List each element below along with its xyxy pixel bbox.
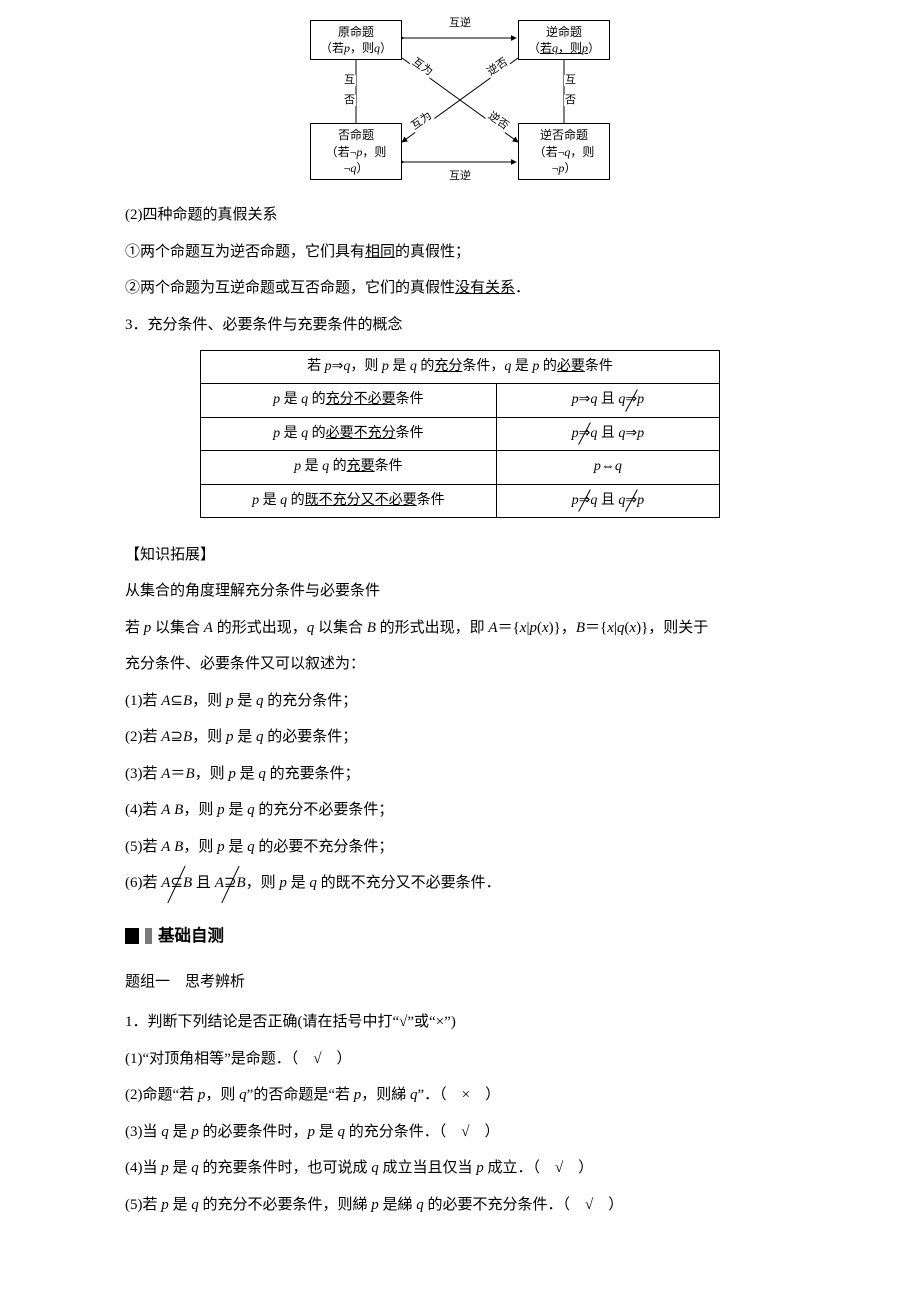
table-cell: p 是 q 的充分不必要条件: [201, 384, 497, 417]
paragraph: ①两个命题互为逆否命题，它们具有相同的真假性；: [125, 235, 795, 270]
list-item: (2)命题“若 p，则 q”的否命题是“若 p，则綈 q”．（ × ）: [125, 1078, 795, 1113]
edge-label: 互逆: [448, 18, 472, 29]
paragraph: (2)四种命题的真假关系: [125, 198, 795, 233]
group-title: 题组一 思考辨析: [125, 965, 795, 1000]
header-bar-icon: [125, 928, 139, 944]
edge-label: 否: [343, 95, 356, 106]
node-converse: 逆命题 （若q，则p）: [518, 20, 610, 60]
table-cell: p⇒q 且 q⇒p: [496, 417, 719, 450]
list-item: (4)若 A B，则 p 是 q 的充分不必要条件；: [125, 793, 795, 828]
table-cell: 若 p⇒q，则 p 是 q 的充分条件，q 是 p 的必要条件: [201, 351, 720, 384]
paragraph: 若 p 以集合 A 的形式出现，q 以集合 B 的形式出现，即 A＝{x|p(x…: [125, 611, 795, 646]
table-cell: p 是 q 的必要不充分条件: [201, 417, 497, 450]
edge-label: 互逆: [448, 171, 472, 182]
list-item: (3)当 q 是 p 的必要条件时，p 是 q 的充分条件．（ √ ）: [125, 1115, 795, 1150]
table-cell: p⇒q 且 q⇒p: [496, 484, 719, 517]
list-item: (5)若 p 是 q 的充分不必要条件，则綈 p 是綈 q 的必要不充分条件．（…: [125, 1188, 795, 1223]
edge-label: 逆否: [485, 56, 511, 79]
edge-label: 互为: [409, 56, 435, 79]
table-cell: p⇒q 且 q⇒p: [496, 384, 719, 417]
list-item: (6)若 A⊆B 且 A⊇B，则 p 是 q 的既不充分又不必要条件．: [125, 866, 795, 901]
header-bar-icon: [145, 928, 152, 944]
edge-label: 互: [564, 75, 577, 86]
list-item: (2)若 A⊇B，则 p 是 q 的必要条件；: [125, 720, 795, 755]
list-item: (4)当 p 是 q 的充要条件时，也可说成 q 成立当且仅当 p 成立．（ √…: [125, 1151, 795, 1186]
table-cell: p 是 q 的充要条件: [201, 451, 497, 484]
list-item: (5)若 A B，则 p 是 q 的必要不充分条件；: [125, 830, 795, 865]
table-cell: p⇔q: [496, 451, 719, 484]
paragraph: 3．充分条件、必要条件与充要条件的概念: [125, 308, 795, 343]
section-header: 基础自测: [125, 917, 795, 955]
table-cell: p 是 q 的既不充分又不必要条件: [201, 484, 497, 517]
node-original: 原命题 （若p，则q）: [310, 20, 402, 60]
list-item: (3)若 A＝B，则 p 是 q 的充要条件；: [125, 757, 795, 792]
question: 1．判断下列结论是否正确(请在括号中打“√”或“×”): [125, 1005, 795, 1040]
heading: 【知识拓展】: [125, 538, 795, 573]
paragraph: 从集合的角度理解充分条件与必要条件: [125, 574, 795, 609]
paragraph: ②两个命题为互逆命题或互否命题，它们的真假性没有关系．: [125, 271, 795, 306]
diagram-canvas: 原命题 （若p，则q） 逆命题 （若q，则p） 否命题 （若¬p，则¬q） 逆否…: [310, 20, 610, 180]
list-item: (1)“对顶角相等”是命题．（ √ ）: [125, 1042, 795, 1077]
list-item: (1)若 A⊆B，则 p 是 q 的充分条件；: [125, 684, 795, 719]
edge-label: 否: [564, 95, 577, 106]
conditions-table: 若 p⇒q，则 p 是 q 的充分条件，q 是 p 的必要条件 p 是 q 的充…: [200, 350, 720, 518]
paragraph: 充分条件、必要条件又可以叙述为：: [125, 647, 795, 682]
section-title: 基础自测: [158, 917, 224, 955]
edge-label: 逆否: [485, 110, 511, 133]
edge-label: 互为: [409, 110, 435, 133]
node-inverse: 否命题 （若¬p，则¬q）: [310, 123, 402, 180]
edge-label: 互: [343, 75, 356, 86]
four-propositions-diagram: 原命题 （若p，则q） 逆命题 （若q，则p） 否命题 （若¬p，则¬q） 逆否…: [125, 20, 795, 180]
node-contrapositive: 逆否命题 （若¬q，则¬p）: [518, 123, 610, 180]
